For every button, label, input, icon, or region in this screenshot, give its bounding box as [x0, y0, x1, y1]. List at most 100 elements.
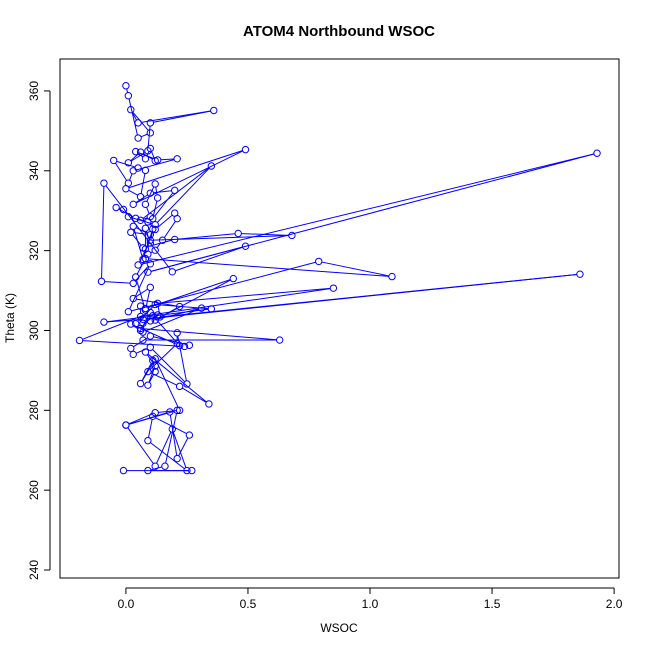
x-axis-label: WSOC: [320, 621, 358, 635]
data-point: [75, 336, 84, 345]
series-segment: [141, 153, 595, 265]
series-segment: [82, 340, 182, 347]
data-point: [185, 341, 194, 349]
series-segment: [116, 160, 136, 168]
series-segment: [150, 466, 162, 471]
series-segment: [128, 98, 138, 136]
data-point: [183, 466, 191, 475]
data-point: [175, 302, 184, 311]
data-point: [112, 203, 120, 212]
data-point: [100, 179, 108, 187]
data-point: [158, 236, 167, 244]
data-point: [100, 318, 108, 326]
data-point: [315, 257, 323, 266]
data-point: [146, 144, 155, 153]
x-tick-label: 1.0: [362, 597, 379, 611]
series-segment: [153, 200, 158, 216]
data-point: [156, 313, 164, 321]
data-point: [275, 336, 284, 344]
data-point: [129, 167, 137, 175]
data-point: [151, 180, 159, 188]
data-point: [127, 106, 135, 114]
data-point: [139, 244, 147, 252]
series-segment: [140, 133, 148, 138]
data-point: [171, 235, 179, 244]
series-segment: [118, 208, 134, 218]
data-point: [161, 462, 169, 470]
data-point: [144, 268, 152, 276]
data-point: [141, 200, 150, 209]
data-point: [173, 214, 181, 223]
series-segment: [152, 363, 156, 369]
data-point: [171, 186, 179, 195]
data-point: [127, 344, 135, 353]
chart-title: ATOM4 Northbound WSOC: [243, 23, 435, 40]
series-segment: [134, 265, 149, 282]
data-point: [146, 119, 155, 127]
series-segment: [148, 368, 155, 383]
data-point: [141, 254, 150, 263]
data-point: [127, 228, 135, 236]
series-segment: [127, 427, 154, 464]
series-segment: [128, 413, 153, 425]
y-tick-label: 280: [27, 400, 41, 420]
data-point: [146, 283, 155, 292]
series-segment: [135, 227, 148, 234]
data-point: [131, 147, 140, 156]
data-point: [146, 189, 155, 197]
data-point: [173, 329, 181, 337]
data-point: [139, 315, 147, 323]
data-point: [173, 339, 181, 348]
data-point: [119, 466, 128, 475]
data-point: [168, 268, 176, 276]
data-point: [136, 324, 145, 333]
data-point: [124, 308, 133, 316]
data-point: [97, 277, 106, 286]
data-point: [129, 350, 137, 359]
series-segment: [165, 413, 177, 464]
series-segment: [133, 232, 148, 235]
data-point: [188, 466, 196, 475]
data-point: [141, 166, 150, 175]
data-point: [124, 212, 133, 221]
data-point: [207, 162, 216, 170]
series-segment: [145, 308, 199, 332]
data-point: [151, 300, 159, 309]
series-segment: [163, 221, 176, 238]
data-point: [173, 454, 181, 463]
series-segment: [148, 419, 153, 438]
data-point: [129, 279, 137, 288]
data-point: [146, 236, 155, 244]
series-segment: [150, 232, 153, 240]
data-point: [136, 326, 145, 335]
y-tick-label: 340: [27, 160, 41, 180]
x-tick-label: 1.5: [484, 597, 501, 611]
series-segment: [172, 431, 187, 468]
series-segment: [129, 173, 133, 181]
data-point: [153, 311, 162, 319]
series-segment: [135, 194, 148, 203]
series-segment: [153, 235, 289, 241]
data-point: [168, 425, 176, 433]
data-point: [175, 341, 184, 350]
series-segment: [82, 313, 148, 340]
series-segment: [160, 287, 331, 304]
data-point: [136, 216, 145, 224]
y-axis-label: Theta (K): [3, 293, 17, 343]
data-point: [146, 230, 155, 239]
y-tick-label: 260: [27, 480, 41, 500]
series-segment: [153, 308, 199, 321]
series-segment: [132, 234, 142, 246]
series-segment: [131, 112, 137, 121]
data-point: [388, 272, 396, 281]
series-segment: [130, 153, 139, 162]
series-segment: [135, 150, 243, 204]
data-point: [124, 92, 133, 100]
data-point: [146, 343, 155, 351]
series-segment: [104, 281, 131, 284]
series-segment: [135, 288, 148, 298]
data-point: [122, 185, 130, 193]
data-point: [146, 129, 155, 137]
data-point: [197, 304, 206, 312]
